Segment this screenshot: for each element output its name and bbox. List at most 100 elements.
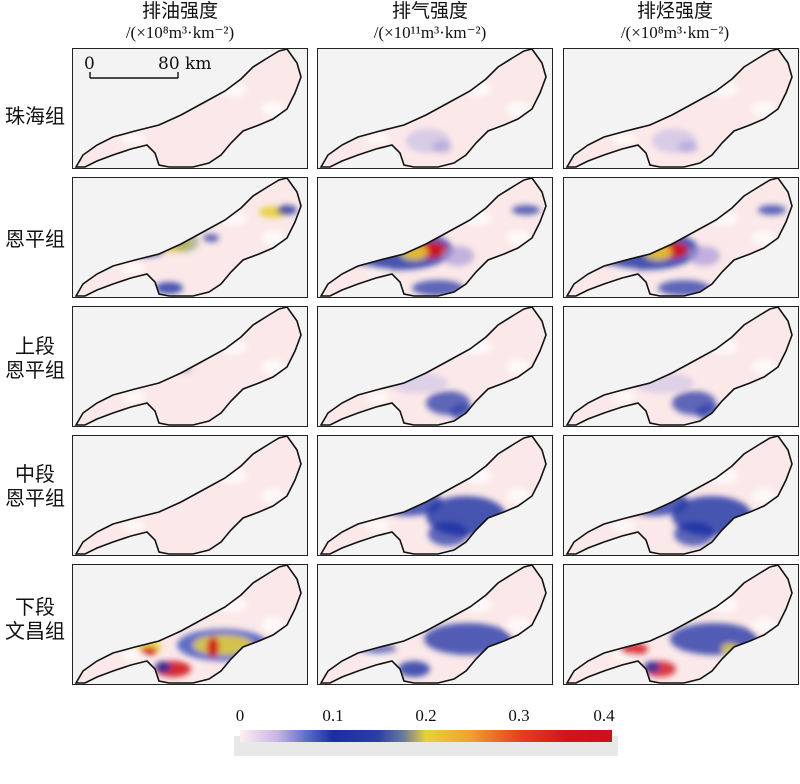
colorbar: 0 0.1 0.2 0.3 0.4 (232, 706, 618, 758)
colorbar-tick-0: 0 (235, 706, 245, 725)
basin-map (565, 565, 793, 684)
scale-bar: 0 80 km (82, 54, 222, 96)
basin-map (74, 49, 302, 168)
intensity-patch (155, 282, 183, 294)
map-panel (563, 48, 799, 169)
basin-outline (565, 178, 793, 297)
colorbar-tick-4: 0.4 (593, 706, 615, 725)
column-title-oil: 排油强度 /(×10⁸m³·km⁻²) (60, 0, 300, 44)
column-title-oil-unit: /(×10⁸m³·km⁻²) (125, 23, 235, 42)
intensity-patch (193, 635, 253, 655)
row-label-upper-enping: 上段 恩平组 (0, 334, 70, 382)
basin-outline (319, 307, 547, 426)
basin-map (319, 178, 547, 297)
map-panel (72, 564, 308, 685)
map-panel (563, 435, 799, 556)
basin-outline (74, 436, 302, 555)
basin-outline (319, 436, 547, 555)
intensity-patch (670, 623, 758, 655)
basin-map (319, 307, 547, 426)
row-label-lower-wenchang-line1: 下段 (15, 595, 55, 619)
map-panel (72, 177, 308, 298)
basin-outline (565, 565, 793, 684)
row-label-middle-enping: 中段 恩平组 (0, 462, 70, 510)
intensity-patch (203, 234, 219, 242)
colorbar-tick-2: 0.2 (415, 706, 437, 725)
intensity-patch (674, 522, 714, 546)
column-title-gas-name: 排气强度 (391, 0, 468, 22)
column-title-gas-unit: /(×10¹¹m³·km⁻²) (373, 23, 487, 42)
basin-outline (565, 307, 793, 426)
intensity-patch (277, 205, 297, 215)
intensity-patch (450, 405, 478, 421)
basin-outline (565, 436, 793, 555)
intensity-patch (85, 635, 97, 643)
row-label-enping: 恩平组 (0, 227, 70, 251)
intensity-patch (141, 647, 157, 655)
intensity-patch (155, 661, 171, 673)
intensity-patch (678, 141, 698, 153)
map-panel (72, 435, 308, 556)
intensity-patch (512, 205, 540, 215)
column-title-oil-name: 排油强度 (141, 0, 218, 22)
basin-outline (74, 49, 302, 168)
basin-map (74, 565, 302, 684)
row-label-lower-wenchang-line2: 文昌组 (5, 619, 65, 643)
intensity-patch (424, 623, 512, 655)
map-panel (563, 306, 799, 427)
basin-outline (319, 49, 547, 168)
intensity-patch (658, 280, 710, 296)
basin-outline (74, 565, 302, 684)
basin-outline (319, 178, 547, 297)
basin-map (319, 436, 547, 555)
column-title-hydrocarbon: 排烃强度 /(×10⁸m³·km⁻²) (555, 0, 795, 44)
intensity-patch (127, 492, 143, 496)
row-label-zhuhai: 珠海组 (0, 104, 70, 128)
intensity-patch (412, 280, 464, 296)
row-label-lower-wenchang: 下段 文昌组 (0, 595, 70, 643)
scale-bar-end: 80 km (158, 54, 212, 74)
row-label-upper-enping-line2: 恩平组 (5, 358, 65, 382)
basin-outline (74, 178, 302, 297)
basin-map (74, 178, 302, 297)
basin-outline (565, 49, 793, 168)
colorbar-gradient (240, 730, 612, 742)
map-panel (72, 306, 308, 427)
basin-map (319, 565, 547, 684)
intensity-patch (400, 244, 428, 260)
basin-outline (74, 307, 302, 426)
row-label-middle-enping-line2: 恩平组 (5, 486, 65, 510)
intensity-patch (442, 246, 474, 266)
basin-map (74, 436, 302, 555)
intensity-patch (428, 522, 468, 546)
map-panel (317, 177, 553, 298)
map-panel (72, 48, 308, 169)
intensity-patch (207, 637, 219, 657)
colorbar-tick-3: 0.3 (508, 706, 530, 725)
basin-outline (319, 565, 547, 684)
scale-bar-start: 0 (84, 54, 95, 74)
intensity-patch (688, 246, 720, 266)
intensity-patch (696, 405, 724, 421)
column-title-hydrocarbon-unit: /(×10⁸m³·km⁻²) (620, 23, 730, 42)
map-panel (563, 177, 799, 298)
intensity-patch (758, 205, 786, 215)
row-label-enping-line1: 恩平组 (5, 227, 65, 251)
map-panel (317, 48, 553, 169)
row-label-zhuhai-line1: 珠海组 (5, 104, 65, 128)
basin-map (565, 178, 793, 297)
basin-map (319, 49, 547, 168)
intensity-patch (330, 635, 342, 643)
row-label-middle-enping-line1: 中段 (15, 462, 55, 486)
colorbar-tick-1: 0.1 (322, 706, 344, 725)
scale-bar-graphic (89, 72, 179, 79)
intensity-patch (604, 496, 644, 516)
basin-map (565, 49, 793, 168)
intensity-patch (722, 644, 738, 654)
intensity-patch (432, 141, 452, 153)
basin-map (565, 436, 793, 555)
map-panel (317, 564, 553, 685)
column-title-gas: 排气强度 /(×10¹¹m³·km⁻²) (310, 0, 550, 44)
intensity-patch (644, 661, 660, 673)
intensity-patch (358, 496, 398, 516)
